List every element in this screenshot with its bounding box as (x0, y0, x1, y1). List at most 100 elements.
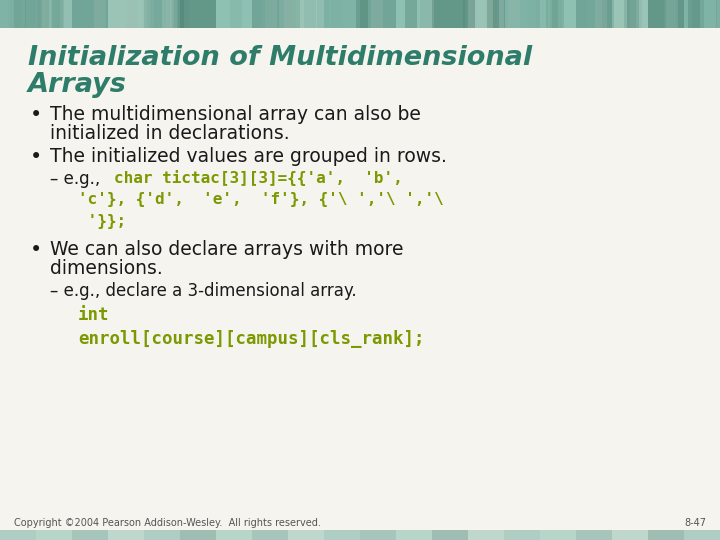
Bar (324, 0, 360, 28)
Bar (102, 0, 114, 28)
Text: Initialization of Multidimensional: Initialization of Multidimensional (28, 45, 532, 71)
Bar (252, 530, 288, 540)
Text: •: • (30, 105, 42, 125)
Bar (457, 0, 469, 28)
Bar (180, 0, 192, 28)
Bar (367, 0, 379, 28)
Bar (395, 0, 407, 28)
Text: •: • (30, 240, 42, 260)
Bar (108, 0, 144, 28)
Bar (395, 0, 407, 28)
Bar (396, 0, 432, 28)
Bar (108, 530, 144, 540)
Bar (0, 0, 36, 28)
Bar (216, 530, 252, 540)
Bar (684, 0, 720, 28)
Bar (684, 530, 720, 540)
Text: 'c'}, {'d',  'e',  'f'}, {'\ ','\ ','\: 'c'}, {'d', 'e', 'f'}, {'\ ','\ ','\ (78, 192, 444, 207)
Bar (504, 0, 540, 28)
Bar (649, 0, 661, 28)
Bar (332, 0, 344, 28)
Bar (226, 0, 238, 28)
Bar (618, 0, 629, 28)
Bar (530, 0, 542, 28)
Bar (216, 0, 252, 28)
Text: The multidimensional array can also be: The multidimensional array can also be (50, 105, 421, 124)
Bar (648, 0, 684, 28)
Bar (536, 0, 548, 28)
Bar (143, 0, 155, 28)
Bar (81, 0, 93, 28)
Bar (180, 0, 216, 28)
Bar (585, 0, 597, 28)
Bar (583, 0, 595, 28)
Bar (252, 0, 288, 28)
Bar (436, 0, 448, 28)
Text: 8-47: 8-47 (684, 518, 706, 528)
Text: – e.g., declare a 3-dimensional array.: – e.g., declare a 3-dimensional array. (50, 282, 356, 300)
Bar (363, 0, 374, 28)
Bar (601, 0, 613, 28)
Bar (574, 0, 585, 28)
Bar (665, 0, 678, 28)
Text: •: • (30, 147, 42, 167)
Bar (214, 0, 225, 28)
Bar (634, 0, 646, 28)
Bar (432, 530, 468, 540)
Bar (351, 0, 362, 28)
Text: initialized in declarations.: initialized in declarations. (50, 124, 289, 143)
Bar (576, 530, 612, 540)
Text: Arrays: Arrays (28, 72, 127, 98)
Bar (282, 0, 294, 28)
Bar (144, 0, 180, 28)
Bar (144, 530, 180, 540)
Bar (512, 0, 524, 28)
Bar (153, 0, 164, 28)
Bar (683, 0, 694, 28)
Text: int: int (78, 306, 109, 324)
Bar (358, 0, 369, 28)
Bar (180, 530, 216, 540)
Bar (30, 0, 42, 28)
Bar (337, 0, 348, 28)
Bar (158, 0, 169, 28)
Bar (468, 0, 504, 28)
Bar (468, 530, 504, 540)
Bar (360, 0, 396, 28)
Text: dimensions.: dimensions. (50, 259, 163, 278)
Bar (161, 0, 173, 28)
Bar (139, 0, 150, 28)
Bar (396, 530, 432, 540)
Bar (391, 0, 402, 28)
Bar (612, 530, 648, 540)
Bar (72, 530, 108, 540)
Bar (490, 0, 503, 28)
Bar (680, 0, 692, 28)
Bar (648, 530, 684, 540)
Bar (364, 0, 377, 28)
Bar (324, 530, 360, 540)
Text: enroll[course][campus][cls_rank];: enroll[course][campus][cls_rank]; (78, 330, 425, 348)
Bar (436, 0, 449, 28)
Bar (93, 0, 104, 28)
Bar (219, 0, 231, 28)
Bar (325, 0, 337, 28)
Bar (125, 0, 137, 28)
Bar (8, 0, 20, 28)
Bar (36, 0, 72, 28)
Bar (612, 0, 648, 28)
Bar (500, 0, 512, 28)
Text: '}};: '}}; (78, 214, 126, 229)
Bar (621, 0, 632, 28)
Bar (627, 0, 639, 28)
Text: We can also declare arrays with more: We can also declare arrays with more (50, 240, 403, 259)
Bar (631, 0, 643, 28)
Bar (360, 530, 396, 540)
Text: char tictac[3][3]={{'a',  'b',: char tictac[3][3]={{'a', 'b', (114, 170, 402, 186)
Bar (432, 0, 468, 28)
Bar (403, 0, 415, 28)
Text: The initialized values are grouped in rows.: The initialized values are grouped in ro… (50, 147, 447, 166)
Bar (504, 530, 540, 540)
Bar (266, 0, 279, 28)
Bar (145, 0, 157, 28)
